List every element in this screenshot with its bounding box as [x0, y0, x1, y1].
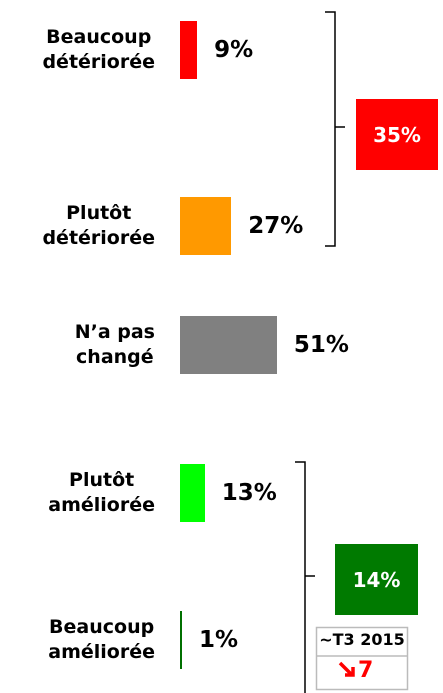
- bar: [180, 197, 232, 255]
- category-label: Plutôt détériorée: [42, 202, 155, 249]
- bar: [180, 464, 205, 522]
- down-arrow: [338, 661, 355, 677]
- category-label: N’a pas changé: [74, 321, 155, 368]
- bracket-bottom: [295, 461, 315, 693]
- group-total: 14%: [335, 544, 418, 615]
- value-label: 27%: [248, 213, 304, 239]
- category-label: Plutôt améliorée: [48, 469, 155, 516]
- annotation-change: 7: [358, 658, 374, 683]
- bracket-top: [325, 11, 345, 247]
- annotation-period: ~T3 2015: [319, 630, 405, 649]
- bar: [180, 21, 198, 79]
- value-label: 9%: [214, 37, 254, 63]
- value-label: 51%: [293, 332, 349, 358]
- value-label: 13%: [221, 480, 277, 506]
- annotation-box: [315, 626, 409, 691]
- value-label: 1%: [199, 627, 239, 653]
- bar: [180, 316, 277, 374]
- bar: [180, 611, 182, 669]
- category-label: Beaucoup améliorée: [48, 616, 155, 663]
- category-label: Beaucoup détériorée: [42, 26, 155, 73]
- group-total: 35%: [356, 99, 438, 170]
